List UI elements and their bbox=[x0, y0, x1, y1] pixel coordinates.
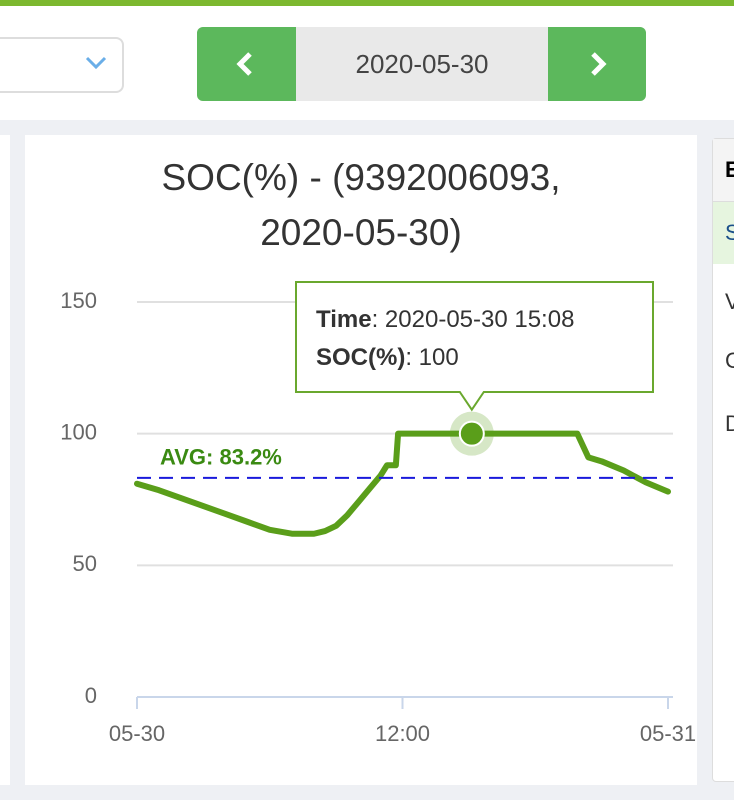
side-item[interactable]: V bbox=[725, 289, 734, 314]
y-tick-label: 50 bbox=[73, 551, 97, 576]
x-tick-label: 05-31 bbox=[640, 721, 696, 746]
chevron-icon bbox=[85, 56, 107, 70]
side-item[interactable]: D bbox=[725, 411, 734, 436]
x-tick-label: 12:00 bbox=[375, 721, 430, 746]
avg-label: AVG: 83.2% bbox=[160, 445, 282, 470]
date-nav: 2020-05-30 bbox=[197, 27, 646, 101]
tooltip-key: SOC(%) bbox=[316, 344, 405, 371]
next-icon bbox=[591, 52, 607, 76]
chart: SOC(%) - (9392006093, 2020-05-30) 0 50 100 15… bbox=[60, 157, 696, 746]
next-button[interactable] bbox=[548, 27, 646, 101]
series-line bbox=[134, 430, 671, 537]
dropdown[interactable] bbox=[0, 37, 124, 93]
hover-marker bbox=[458, 420, 485, 447]
date-label[interactable]: 2020-05-30 bbox=[355, 49, 489, 79]
tooltip-key: Time bbox=[316, 306, 372, 333]
side-item[interactable]: C bbox=[725, 348, 734, 373]
prev-button[interactable] bbox=[197, 27, 296, 101]
side-item[interactable]: S bbox=[713, 202, 734, 264]
chart-card: SOC(%) - (9392006093, 2020-05-30) 0 50 100 15… bbox=[25, 135, 697, 785]
y-tick-label: 100 bbox=[60, 419, 97, 444]
tooltip-soc: SOC(%): 100 bbox=[316, 344, 459, 371]
chart-title: 2020-05-30) bbox=[260, 212, 462, 253]
prev-icon bbox=[236, 52, 252, 76]
tooltip-box bbox=[295, 281, 654, 412]
chart-title: SOC(%) - (9392006093, bbox=[162, 157, 561, 198]
side-header: E bbox=[713, 139, 734, 202]
tooltip-time: Time: 2020-05-30 15:08 bbox=[316, 306, 574, 333]
tooltip: Time: 2020-05-30 15:08 SOC(%): 100 bbox=[295, 281, 654, 412]
left-panel bbox=[0, 135, 10, 785]
top-bar bbox=[0, 0, 734, 6]
x-tick-label: 05-30 bbox=[109, 721, 165, 746]
y-tick-label: 150 bbox=[60, 288, 97, 313]
tooltip-value: : 2020-05-30 15:08 bbox=[372, 306, 575, 333]
side-panel: E S V C D bbox=[712, 138, 734, 782]
y-tick-label: 0 bbox=[85, 683, 97, 708]
tooltip-value: : 100 bbox=[405, 344, 458, 371]
